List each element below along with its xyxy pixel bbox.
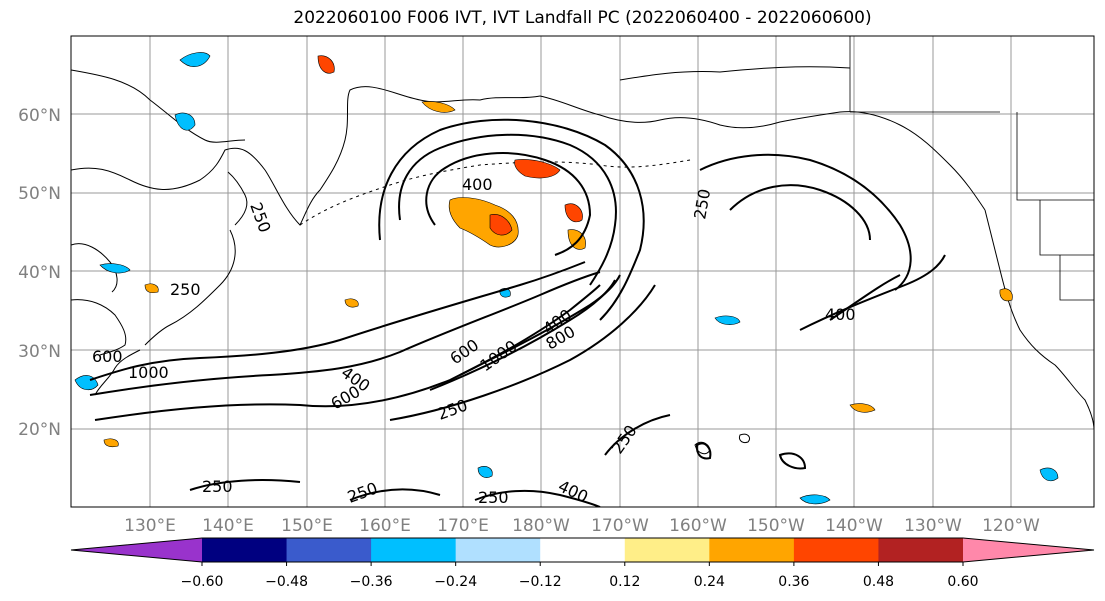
colorbar-tick-label: 0.24 [694,574,725,590]
colorbar-segment [878,538,964,562]
contour-label: 250 [478,488,509,507]
map-frame [70,35,1095,508]
contour-label: 250 [202,477,233,496]
lon-label: 130°W [904,516,962,536]
colorbar-segment [371,538,457,562]
colorbar-segment [793,538,879,562]
lon-label: 160°E [359,516,411,536]
lat-label: 50°N [18,184,61,204]
colorbar-tick-label: 0.60 [947,574,978,590]
contour-label: 250 [170,280,201,299]
colorbar-tick-label: 0.12 [609,574,640,590]
colorbar-tick-label: −0.48 [265,574,308,590]
lon-label: 170°E [437,516,489,536]
ivt-contours [89,118,946,507]
lat-label: 20°N [18,420,61,440]
contour-label: 1000 [128,363,169,382]
colorbar-tick-label: −0.60 [181,574,224,590]
colorbar-tick-label: −0.12 [519,574,562,590]
colorbar-segment [455,538,541,562]
contour-label: 400 [825,305,856,324]
longitude-labels: 130°E 140°E 150°E 160°E 170°E 180°W 170°W 160°W… [124,516,1040,536]
graticule [71,36,1094,507]
lon-label: 160°W [669,516,727,536]
lon-label: 180°W [512,516,570,536]
contour-label: 600 [92,347,123,366]
colorbar-segment [540,538,626,562]
colorbar-segment [286,538,372,562]
lat-label: 30°N [18,342,61,362]
contour-label: 400 [462,175,493,194]
colorbar-extend-low [71,538,202,562]
colorbar-tick-label: −0.24 [434,574,477,590]
lat-label: 40°N [18,263,61,283]
lon-label: 150°E [281,516,333,536]
lon-label: 140°E [202,516,254,536]
lon-label: 150°W [747,516,805,536]
colorbar-segment [624,538,710,562]
coastlines [71,66,1094,455]
colorbar-segment [202,538,288,562]
colorbar-tick-label: 0.48 [863,574,894,590]
colorbar-tick-label: −0.36 [350,574,393,590]
latitude-labels: 60°N 50°N 40°N 30°N 20°N [18,106,61,440]
political-boundaries [849,36,1094,301]
lon-label: 120°W [982,516,1040,536]
lon-label: 140°W [825,516,883,536]
colorbar-tick-label: 0.36 [778,574,809,590]
ivt-pc-shading [74,52,1059,505]
lon-label: 170°W [591,516,649,536]
colorbar-extend-high [963,538,1094,562]
lon-label: 130°E [124,516,176,536]
lat-label: 60°N [18,106,61,126]
map-title: 2022060100 F006 IVT, IVT Landfall PC (20… [293,8,872,28]
colorbar-segment [709,538,795,562]
colorbar: −0.60 −0.48 −0.36 −0.24 −0.12 0.12 0.24 0.36 0.4… [70,537,1095,590]
